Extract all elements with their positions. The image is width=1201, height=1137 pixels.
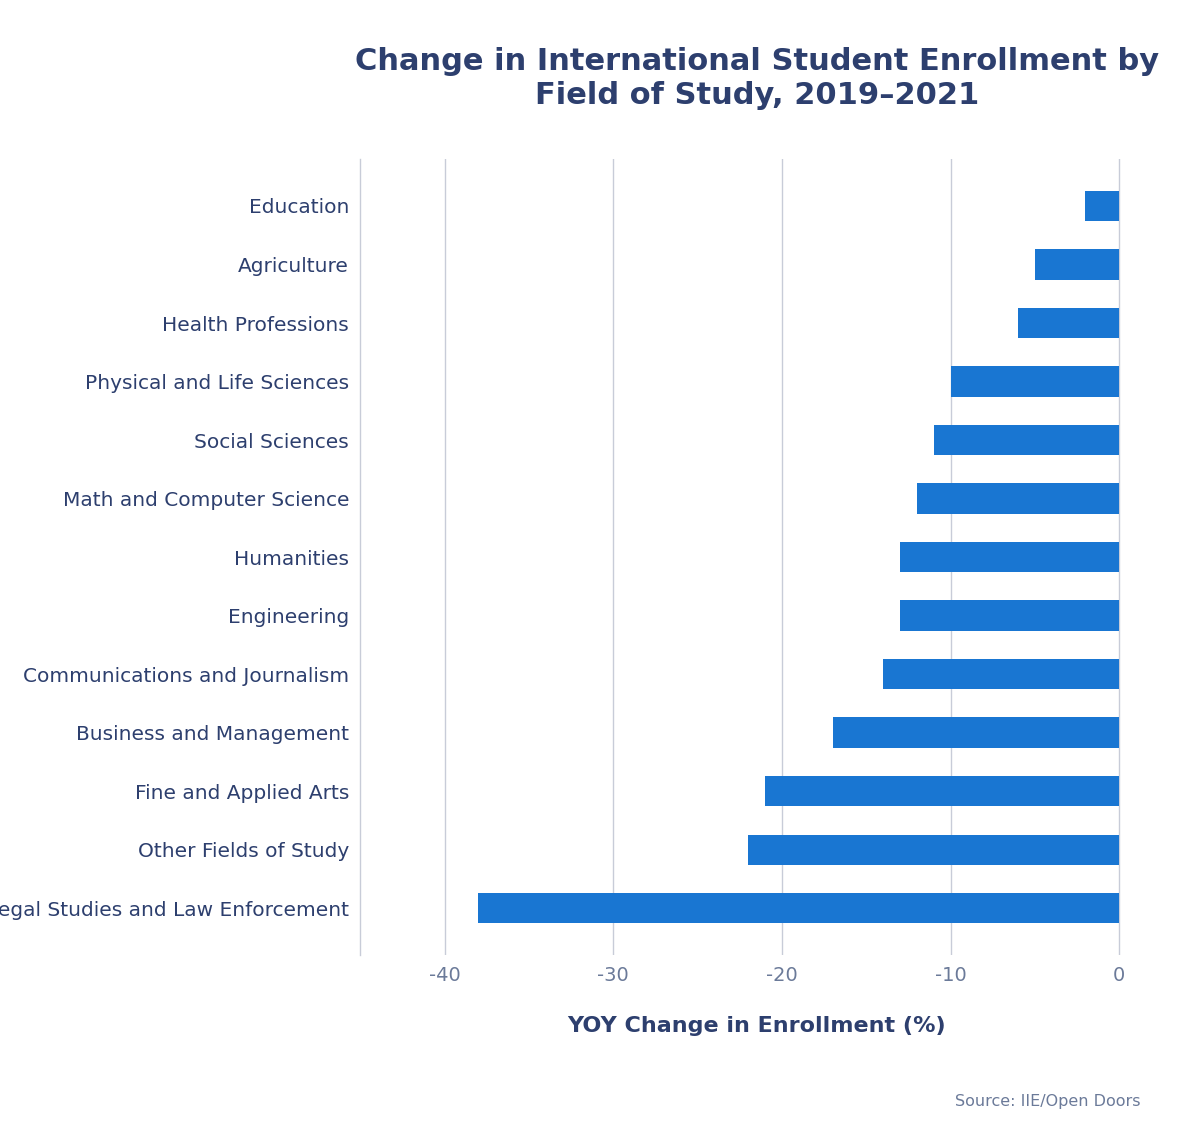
Bar bbox=[765, 777, 1119, 806]
Bar bbox=[832, 717, 1119, 748]
Bar bbox=[950, 366, 1119, 397]
Bar bbox=[883, 659, 1119, 689]
Text: Source: IIE/Open Doors: Source: IIE/Open Doors bbox=[956, 1094, 1141, 1109]
Bar bbox=[900, 542, 1119, 572]
Bar bbox=[1035, 249, 1119, 280]
X-axis label: YOY Change in Enrollment (%): YOY Change in Enrollment (%) bbox=[567, 1015, 946, 1036]
Bar bbox=[478, 893, 1119, 923]
Bar bbox=[1086, 191, 1119, 222]
Title: Change in International Student Enrollment by
Field of Study, 2019–2021: Change in International Student Enrollme… bbox=[354, 47, 1159, 109]
Bar bbox=[916, 483, 1119, 514]
Bar bbox=[933, 425, 1119, 455]
Bar bbox=[748, 835, 1119, 865]
Bar bbox=[900, 600, 1119, 631]
Bar bbox=[1018, 308, 1119, 339]
